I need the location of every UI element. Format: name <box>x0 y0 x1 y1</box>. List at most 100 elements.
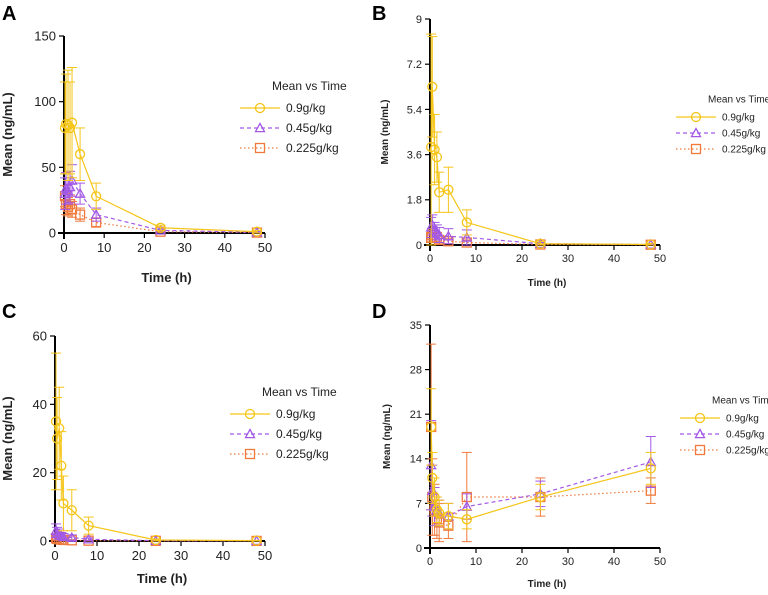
panel-b-x-tick-label: 10 <box>470 253 482 265</box>
panel-c-data-point <box>57 531 70 542</box>
panel-b-data-point <box>425 141 437 153</box>
panel-b-y-tick-label: 7.2 <box>407 59 422 71</box>
panel-a-legend-title: Mean vs Time <box>272 79 347 93</box>
panel-d-x-tick-label: 30 <box>562 556 574 568</box>
panel-d-data-point <box>443 510 454 522</box>
panel-d-x-tick-label: 50 <box>654 556 666 568</box>
panel-b-x-tick-label: 40 <box>608 253 620 265</box>
panel-a-data-point <box>90 208 102 219</box>
panel-b-legend-marker <box>690 143 702 155</box>
panel-a-x-tick-label: 10 <box>97 240 111 255</box>
panel-d-x-tick-label: 40 <box>608 556 620 568</box>
panel-a-data-point <box>59 187 71 198</box>
panel-c-legend-label: 0.225g/kg <box>276 447 329 461</box>
panel-d-data-point <box>645 463 656 474</box>
panel-c-x-tick-label: 10 <box>90 548 104 563</box>
panel-a-y-tick-label: 150 <box>34 29 56 44</box>
panel-d-legend-label: 0.225g/kg <box>726 446 768 457</box>
panel-d-data-point <box>427 472 438 484</box>
panel-c: C 0 20 40 60 0 10 20 30 40 50 Time (h) Mean (ng/mL)… <box>0 301 337 586</box>
panel-b-legend-marker <box>690 111 702 123</box>
panel-b-legend-label: 0.225g/kg <box>722 145 766 156</box>
panel-d-legend-marker <box>694 428 706 439</box>
panel-a-letter: A <box>2 3 16 25</box>
panel-a-x-tick-label: 30 <box>177 240 191 255</box>
panel-b-data-point <box>429 144 440 155</box>
panel-b-legend-marker <box>690 127 702 138</box>
panel-d-series-045gkg <box>425 420 657 530</box>
panel-b-x-axis-title: Time (h) <box>528 278 567 289</box>
panel-d-legend-label: 0.45g/kg <box>726 430 764 441</box>
panel-d-series-09gkg <box>425 388 656 530</box>
panel-c-legend: Mean vs Time 0.9g/kg 0.45g/kg 0.225g/kg <box>230 385 337 461</box>
panel-a-data-point <box>59 122 71 134</box>
panel-c-y-tick-label: 20 <box>33 465 47 480</box>
panel-c-data-point <box>51 526 63 537</box>
panel-c-y-tick-label: 40 <box>33 397 47 412</box>
panel-b-series-09gkg <box>425 33 656 250</box>
panel-d-legend-title: Mean vs Time <box>712 396 768 407</box>
panel-c-data-point <box>150 534 161 546</box>
panel-a-y-axis-title: Mean (ng/mL) <box>0 92 15 177</box>
panel-c-legend-marker <box>244 448 256 460</box>
panel-a-legend: Mean vs Time 0.9g/kg 0.45g/kg 0.225g/kg <box>240 79 347 155</box>
panel-a-x-tick-label: 0 <box>60 240 67 255</box>
panel-d-y-tick-label: 0 <box>416 543 422 555</box>
panel-b-data-point <box>428 224 441 235</box>
panel-b-series-line <box>430 86 651 246</box>
panel-c-x-tick-label: 20 <box>132 548 146 563</box>
panel-b-y-tick-label: 3.6 <box>407 149 422 161</box>
panel-a-series-line <box>64 179 257 233</box>
panel-b-x-tick-label: 20 <box>516 253 528 265</box>
panel-b-y-axis-title: Mean (ng/mL) <box>380 100 391 165</box>
panel-a-data-point <box>66 117 78 128</box>
panel-b-letter: B <box>372 3 386 25</box>
panel-c-data-point <box>50 416 62 427</box>
panel-b-series-045gkg <box>425 214 657 249</box>
panel-a-data-point <box>74 149 86 160</box>
panel-b-data-point <box>461 231 473 242</box>
panel-a: A 0 50 100 150 0 10 20 30 40 50 Time (h) Mean (ng/m… <box>0 3 347 285</box>
panel-d-y-tick-label: 21 <box>410 409 422 421</box>
panel-c-series-09gkg <box>50 352 262 546</box>
panel-b-data-point <box>443 184 454 195</box>
panel-c-data-point <box>251 535 262 546</box>
panel-d-x-tick-label: 10 <box>470 556 482 568</box>
panel-b-data-point <box>427 81 438 92</box>
panel-a-data-point <box>251 226 263 237</box>
panel-b-series-line <box>430 223 651 246</box>
panel-d-data-point <box>425 421 437 433</box>
panel-a-data-point <box>91 191 102 202</box>
panel-d-y-tick-label: 35 <box>410 320 422 332</box>
panel-d-series-line <box>430 426 651 520</box>
panel-b-y-tick-label: 0 <box>416 240 422 252</box>
panel-c-x-tick-label: 30 <box>174 548 188 563</box>
panel-d-legend-marker <box>694 412 706 424</box>
panel-b-data-point <box>645 239 656 250</box>
panel-b-legend: Mean vs Time 0.9g/kg 0.45g/kg 0.225g/kg <box>676 95 768 156</box>
panel-b-y-tick-label: 9 <box>416 14 422 26</box>
panel-a-data-point <box>64 122 76 134</box>
panel-d-x-axis-title: Time (h) <box>528 579 567 590</box>
panel-c-data-point <box>56 460 67 471</box>
panel-a-x-tick-label: 20 <box>137 240 151 255</box>
panel-a-data-point <box>155 222 166 233</box>
panel-c-data-point <box>53 528 65 539</box>
panel-d-series-0225gkg <box>425 343 656 543</box>
panel-d: D 0 7 14 21 28 35 0 10 20 30 40 50 Time (h) Mean (ng/… <box>372 301 768 590</box>
panel-d-y-tick-label: 14 <box>410 454 422 466</box>
panel-d-data-point <box>431 504 443 515</box>
panel-c-y-axis-title: Mean (ng/mL) <box>0 396 15 481</box>
panel-b-x-tick-label: 50 <box>654 253 666 265</box>
panel-d-y-tick-label: 28 <box>410 364 422 376</box>
panel-a-legend-marker <box>254 122 266 133</box>
panel-d-y-tick-label: 7 <box>416 498 422 510</box>
panel-c-legend-label: 0.45g/kg <box>276 427 322 441</box>
panel-a-legend-marker <box>254 102 266 114</box>
panel-b-x-tick-label: 0 <box>427 253 433 265</box>
panel-c-data-point <box>82 533 95 544</box>
panel-c-x-tick-label: 50 <box>258 548 272 563</box>
panel-d-data-point <box>535 491 546 503</box>
panel-a-y-tick-label: 50 <box>42 160 56 175</box>
